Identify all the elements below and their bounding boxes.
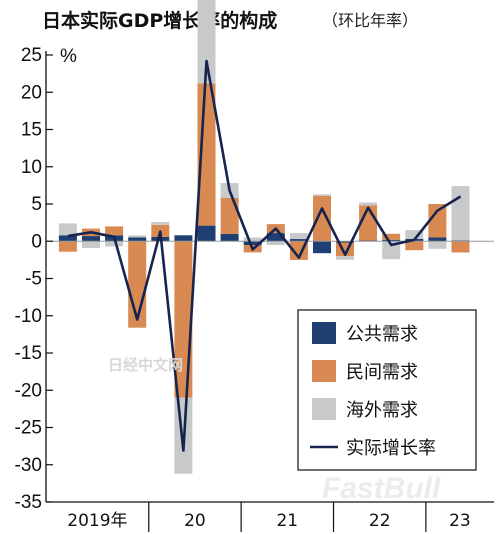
external-demand-bar xyxy=(382,241,401,260)
x-group-label: 21 xyxy=(276,511,298,531)
private-demand-bar xyxy=(451,241,470,253)
watermark-en: FastBull xyxy=(322,472,441,505)
public-demand-bar xyxy=(313,241,331,254)
external-demand-bar xyxy=(266,241,285,245)
y-tick-label: 10 xyxy=(21,157,42,178)
public-demand-bar xyxy=(428,237,447,242)
x-group-label: 2019年 xyxy=(67,511,127,531)
public-demand-bar xyxy=(128,237,147,242)
external-demand-bar xyxy=(197,0,216,84)
legend-swatch-public xyxy=(312,322,336,344)
y-unit-label: % xyxy=(60,46,77,67)
y-tick-label: -15 xyxy=(15,343,42,364)
private-demand-bar xyxy=(174,241,193,398)
external-demand-bar xyxy=(82,241,100,248)
y-tick-label: 20 xyxy=(21,82,42,103)
y-tick-label: -35 xyxy=(15,492,42,513)
external-demand-bar xyxy=(289,233,308,240)
real-growth-line xyxy=(67,59,462,452)
external-demand-bar xyxy=(105,241,124,247)
public-demand-bar xyxy=(82,236,100,242)
external-demand-bar xyxy=(313,194,331,196)
chart-subtitle: （环比年率） xyxy=(322,11,418,30)
private-demand-bar xyxy=(405,241,424,251)
y-tick-label: -10 xyxy=(15,306,42,327)
watermark-cn: 日经中文网 xyxy=(108,356,183,374)
growth-line-group xyxy=(67,59,462,452)
private-demand-bar xyxy=(58,241,77,252)
public-demand-bar xyxy=(243,241,262,245)
legend-label-external: 海外需求 xyxy=(346,400,418,421)
legend-label-public: 公共需求 xyxy=(346,324,418,345)
external-demand-bar xyxy=(336,256,354,260)
private-demand-bar xyxy=(220,198,239,234)
public-demand-bar xyxy=(174,235,193,242)
private-demand-bar xyxy=(313,195,331,242)
private-demand-bar xyxy=(105,226,124,236)
y-tick-label: 0 xyxy=(31,231,42,252)
public-demand-bar xyxy=(58,235,77,242)
external-demand-bar xyxy=(451,186,470,241)
private-demand-bar xyxy=(428,204,447,238)
external-demand-bar xyxy=(151,221,170,225)
public-demand-bar xyxy=(336,241,354,243)
legend-swatch-private xyxy=(312,360,336,382)
public-demand-bar xyxy=(382,239,401,242)
legend-label-growth: 实际增长率 xyxy=(346,438,436,459)
y-tick-label: -5 xyxy=(25,269,42,290)
external-demand-bar xyxy=(428,241,447,249)
private-demand-bar xyxy=(382,233,401,240)
external-demand-bar xyxy=(359,202,378,206)
x-group-label: 22 xyxy=(369,511,391,531)
y-tick-label: 5 xyxy=(31,194,42,215)
external-demand-bar xyxy=(58,223,77,236)
legend-swatch-external xyxy=(312,398,336,420)
chart-title: 日本实际GDP增长率的构成 xyxy=(42,9,277,32)
public-demand-bar xyxy=(220,233,239,242)
external-demand-bar xyxy=(405,230,424,239)
public-demand-bar xyxy=(266,233,285,242)
y-tick-label: -25 xyxy=(15,418,42,439)
external-demand-bar xyxy=(243,237,262,242)
y-tick-label: -30 xyxy=(15,455,42,476)
x-group-label: 20 xyxy=(184,511,206,531)
watermark-en-text: FastBull xyxy=(322,472,441,505)
public-demand-bar xyxy=(289,239,308,242)
watermark-cn-text: 日经中文网 xyxy=(108,356,183,374)
x-group-label: 23 xyxy=(449,511,471,531)
y-tick-label: 15 xyxy=(21,120,42,141)
y-tick-label: -20 xyxy=(15,380,42,401)
y-tick-label: 25 xyxy=(21,45,42,66)
external-demand-bar xyxy=(128,235,147,238)
axes-group: 25 20 15 10 5 0 -5 -10 -15 -20 -25 -30 -35 2019年 20 21 2… xyxy=(15,45,494,532)
legend-label-private: 民间需求 xyxy=(346,362,418,383)
public-demand-bar xyxy=(197,225,216,242)
